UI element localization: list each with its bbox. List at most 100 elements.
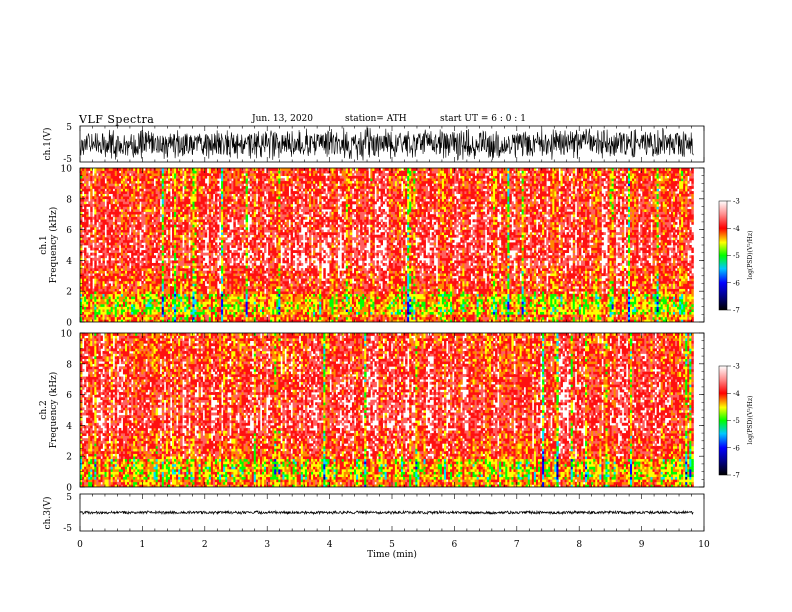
spectrogram-cell xyxy=(178,224,181,228)
spectrogram-cell xyxy=(96,198,99,202)
spectrogram-cell xyxy=(139,265,142,269)
spectrogram-cell xyxy=(176,291,179,295)
spectrogram-cell xyxy=(106,185,110,189)
spectrogram-cell xyxy=(86,275,89,279)
spectrogram-cell xyxy=(90,265,93,269)
spectrogram-cell xyxy=(210,198,214,202)
spectrogram-cell xyxy=(120,170,124,174)
spectrogram-cell xyxy=(145,306,148,310)
spectrogram-cell xyxy=(92,175,95,179)
spectrogram-cell xyxy=(141,288,144,292)
spectrogram-cell xyxy=(84,221,87,225)
spectrogram-cell xyxy=(245,201,249,205)
spectrogram-cell xyxy=(153,265,157,269)
spectrogram-cell xyxy=(98,275,101,279)
spectrogram-cell xyxy=(145,183,148,187)
spectrogram-cell xyxy=(172,265,175,269)
spectrogram-cell xyxy=(163,247,167,251)
spectrogram-cell xyxy=(167,178,171,182)
spectrogram-cell xyxy=(176,265,179,269)
spectrogram-cell xyxy=(102,185,105,189)
spectrogram-cell xyxy=(174,270,177,274)
spectrogram-cell xyxy=(137,178,140,182)
spectrogram-cell xyxy=(139,314,142,318)
spectrogram-cell xyxy=(261,252,265,256)
spectrogram-cell xyxy=(137,316,140,320)
spectrogram-cell xyxy=(241,173,244,176)
spectrogram-cell xyxy=(116,193,120,197)
spectrogram-cell xyxy=(186,257,189,261)
spectrogram-cell xyxy=(237,252,240,256)
spectrogram-cell xyxy=(131,219,134,223)
spectrogram-cell xyxy=(80,273,83,277)
spectrogram-cell xyxy=(133,252,136,256)
spectrogram-cell xyxy=(124,301,128,305)
spectrogram-cell xyxy=(165,239,169,243)
spectrogram-cell xyxy=(104,239,107,243)
spectrogram-cell xyxy=(200,185,204,189)
spectrogram-cell xyxy=(124,183,128,187)
spectrogram-cell xyxy=(118,193,122,197)
spectrogram-cell xyxy=(120,201,124,205)
spectrogram-cell xyxy=(172,232,175,236)
spectrogram-cell xyxy=(155,229,159,233)
spectrogram-cell xyxy=(169,185,173,189)
spectrogram-cell xyxy=(131,196,134,200)
spectrogram-cell xyxy=(129,257,132,261)
spectrogram-cell xyxy=(122,255,126,259)
spectrogram-cell xyxy=(80,211,83,215)
spectrogram-cell xyxy=(84,196,87,200)
spectrogram-cell xyxy=(161,316,165,320)
spectrogram-cell xyxy=(180,280,183,284)
spectrogram-cell xyxy=(86,291,89,295)
spectrogram-cell xyxy=(129,234,132,238)
spectrogram-cell xyxy=(172,288,175,292)
spectrogram-cell xyxy=(202,178,206,182)
spectrogram-cell xyxy=(118,265,122,269)
spectrogram-cell xyxy=(241,196,244,200)
spectrogram-cell xyxy=(253,196,257,200)
spectrogram-cell xyxy=(204,193,208,197)
spectrogram-cell xyxy=(122,185,126,189)
spectrogram-cell xyxy=(96,319,99,322)
spectrogram-cell xyxy=(261,288,265,292)
spectrogram-cell xyxy=(124,216,128,220)
spectrogram-cell xyxy=(120,242,124,246)
spectrogram-cell xyxy=(167,247,171,251)
spectrogram-cell xyxy=(90,168,93,171)
spectrogram-cell xyxy=(86,224,89,228)
spectrogram-cell xyxy=(186,203,189,207)
spectrogram-cell xyxy=(135,203,138,207)
spectrogram-cell xyxy=(94,296,97,300)
spectrogram-cell xyxy=(92,314,95,318)
spectrogram-cell xyxy=(174,185,177,189)
spectrogram-cell xyxy=(96,278,99,282)
spectrogram-cell xyxy=(165,206,169,210)
spectrogram-cell xyxy=(80,221,83,225)
spectrogram-cell xyxy=(120,221,124,225)
spectrogram-cell xyxy=(143,309,146,313)
spectrogram-cell xyxy=(159,286,163,289)
spectrogram-cell xyxy=(172,237,175,241)
spectrogram-cell xyxy=(178,262,181,266)
spectrogram-cell xyxy=(165,252,169,256)
spectrogram-cell xyxy=(163,245,167,248)
spectrogram-cell xyxy=(133,301,136,305)
spectrogram-cell xyxy=(122,296,126,300)
spectrogram-cell xyxy=(112,229,116,233)
spectrogram-cell xyxy=(172,191,175,194)
spectrogram-cell xyxy=(223,239,226,243)
spectrogram-cell xyxy=(153,255,157,259)
spectrogram-cell xyxy=(133,178,136,182)
spectrogram-cell xyxy=(165,247,169,251)
spectrogram-cell xyxy=(167,216,171,220)
spectrogram-cell xyxy=(172,304,175,307)
spectrogram-cell xyxy=(84,175,87,179)
spectrogram-cell xyxy=(82,221,85,225)
spectrogram-cell xyxy=(110,242,114,246)
spectrogram-cell xyxy=(204,183,208,187)
spectrogram-cell xyxy=(122,221,126,225)
spectrogram-cell xyxy=(108,301,112,305)
spectrogram-cell xyxy=(174,278,177,282)
spectrogram-cell xyxy=(88,293,91,297)
